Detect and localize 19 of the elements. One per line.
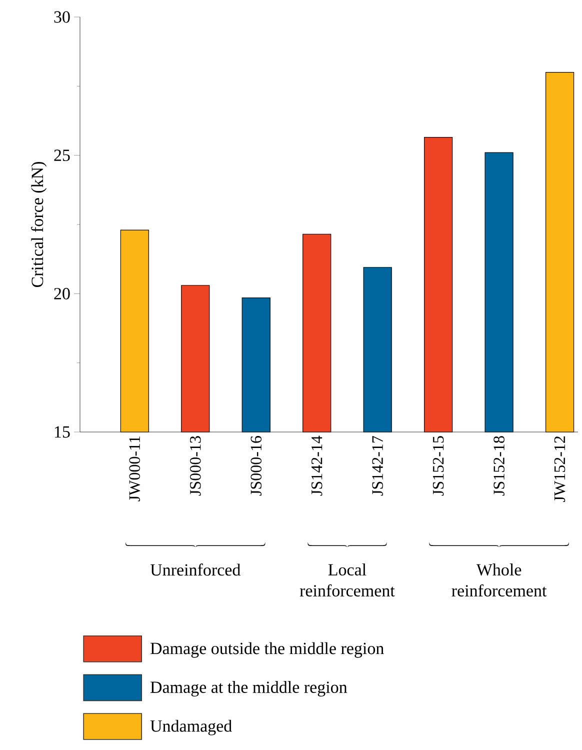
x-tick-label: JS142-14 [311,436,322,496]
text: Local reinforcement [300,564,395,596]
text: Whole reinforcement [452,564,547,596]
y-tick-label: 30 [54,11,70,23]
legend-label: Damage outside the middle region [150,642,384,658]
x-tick-label: JW152-12 [554,436,566,502]
x-tick-label: JS000-13 [190,436,201,496]
x-tick-label: JS142-17 [372,436,383,496]
x-tick-label: JS152-18 [494,436,504,496]
y-tick-label: 20 [54,288,70,300]
y-axis-title: Critical force (kN) [31,162,47,288]
x-tick-label: JS152-15 [432,436,444,496]
text: Unreinforced [150,564,241,576]
legend-label: Damage at the middle region [150,681,348,696]
x-tick-label: JS000-16 [250,436,262,496]
y-tick-label: 15 [54,426,70,438]
legend-label: Undamaged [150,720,232,736]
y-tick-label: 25 [54,150,70,162]
x-tick-label: JW000-11 [129,436,140,502]
